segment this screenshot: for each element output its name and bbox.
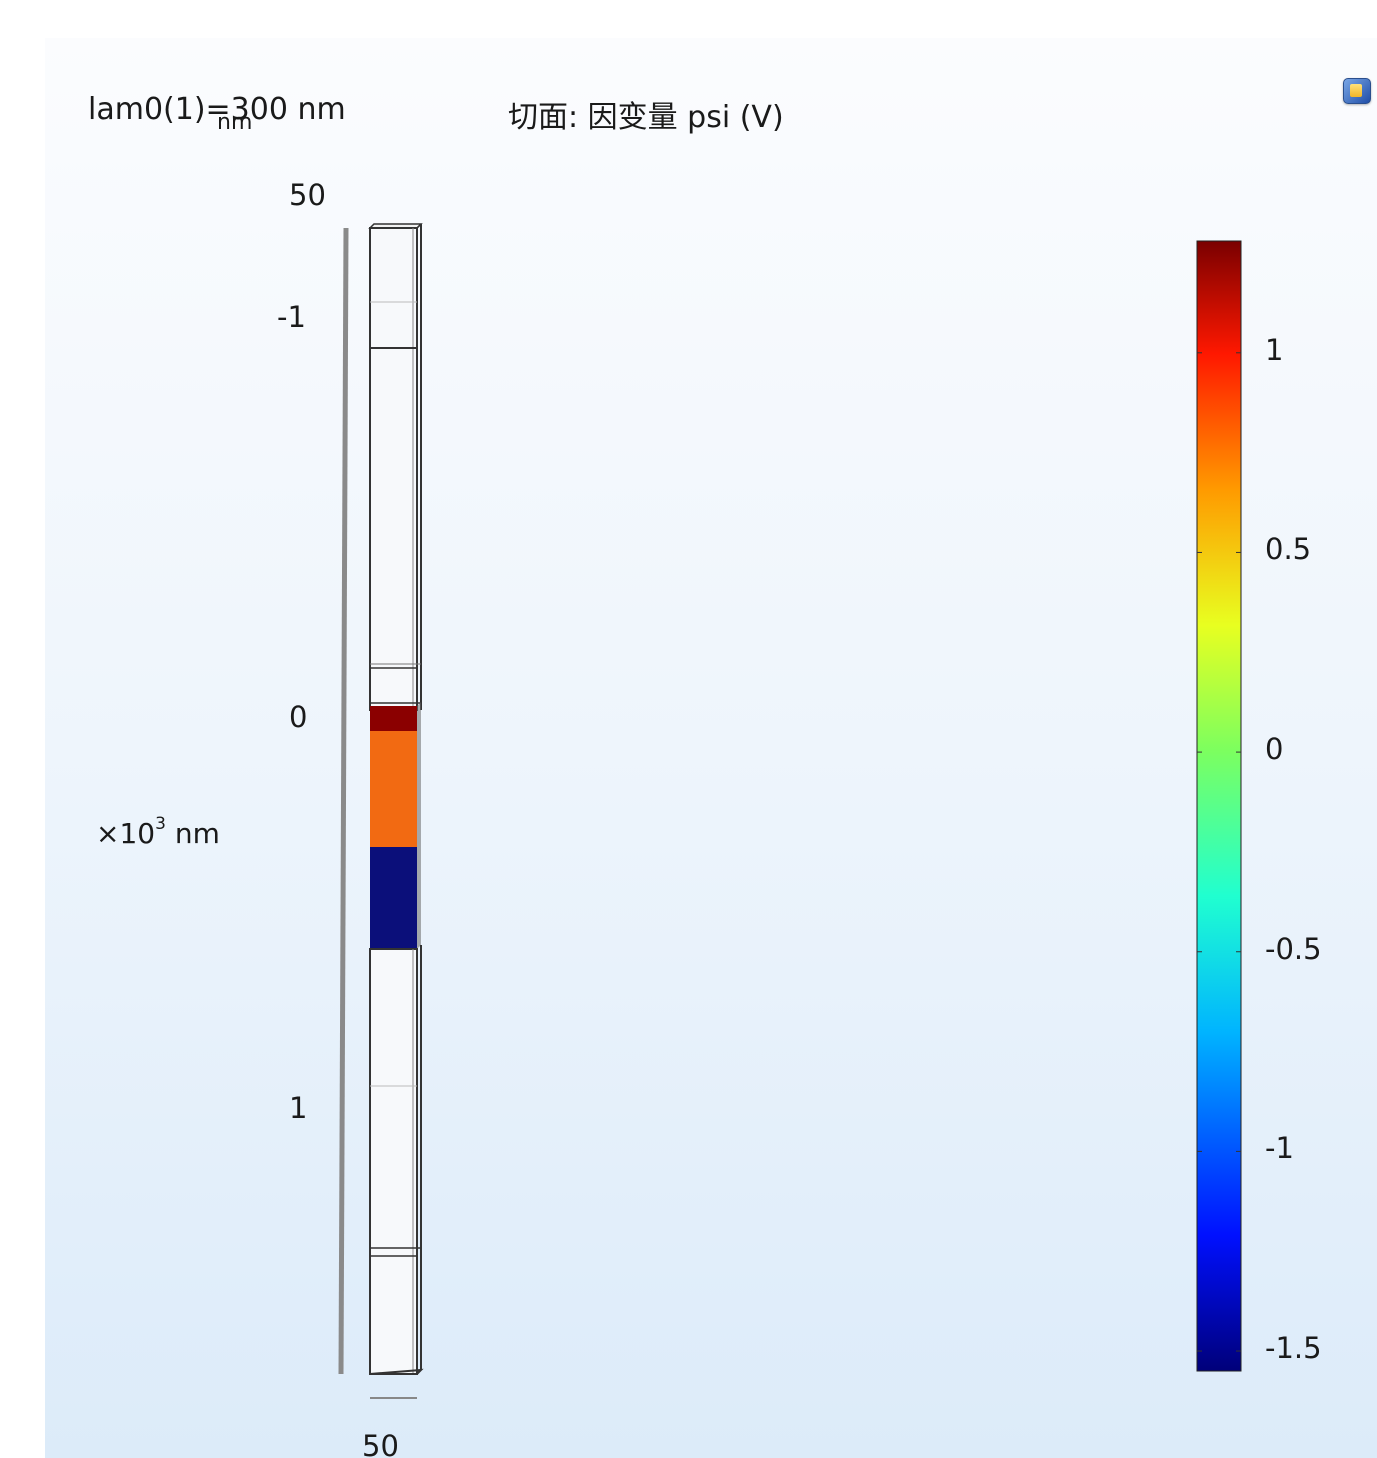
axis-tick-0: 0 bbox=[289, 700, 308, 734]
legend-icon[interactable] bbox=[1343, 78, 1371, 104]
axis-tick-minus1: -1 bbox=[277, 300, 306, 334]
plot-title: 切面: 因变量 psi (V) bbox=[508, 100, 784, 135]
axis-line bbox=[338, 227, 349, 1375]
geometry-column bbox=[368, 223, 424, 1399]
doped-layer-bottom bbox=[370, 847, 417, 949]
column-lower-body bbox=[369, 948, 418, 1375]
axis-unit-prefix: ×10 bbox=[96, 817, 156, 850]
colorbar-ticks bbox=[1197, 352, 1241, 1352]
colorbar-label-minus1.5: -1.5 bbox=[1265, 1331, 1322, 1366]
axis-unit-exponent: 3 bbox=[155, 814, 166, 834]
colorbar-label-minus1: -1 bbox=[1265, 1131, 1294, 1166]
axis-unit-label: ×103 nm bbox=[96, 814, 220, 850]
colorbar-label-0: 0 bbox=[1265, 732, 1284, 767]
doped-layer-middle bbox=[370, 731, 417, 847]
colorbar-label-0.5: 0.5 bbox=[1265, 532, 1312, 567]
axis-tick-1: 1 bbox=[289, 1091, 308, 1125]
title-overlap-unit: nm bbox=[217, 110, 253, 135]
column-upper-body bbox=[369, 227, 418, 711]
colorbar-label-minus0.5: -0.5 bbox=[1265, 931, 1322, 966]
colorbar-label-1: 1 bbox=[1265, 332, 1284, 367]
axis-unit-suffix: nm bbox=[165, 817, 220, 850]
plot-canvas bbox=[338, 223, 1242, 1399]
axis-bottom-tick: 50 bbox=[362, 1429, 399, 1458]
graphics-window[interactable]: lam0(1)=300 nm nm 切面: 因变量 psi (V) 50 -1 … bbox=[45, 38, 1377, 1458]
colorbar bbox=[1196, 240, 1242, 1372]
parameter-title: lam0(1)=300 nm bbox=[88, 92, 346, 127]
doped-layer-top bbox=[370, 706, 417, 731]
axis-top-tick: 50 bbox=[289, 178, 326, 212]
